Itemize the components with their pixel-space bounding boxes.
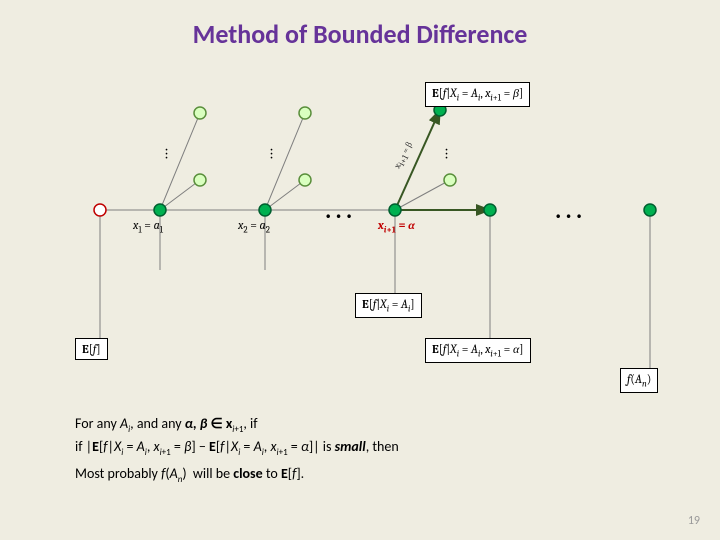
box-ef-alpha: E[f|Xi = Ai, xi+1 = α] — [425, 338, 531, 363]
page-number: 19 — [688, 514, 700, 528]
ellipsis-horizontal: ... — [325, 196, 356, 225]
ellipsis-vertical: ··· — [445, 148, 448, 160]
label-x2: x2 = a2 — [238, 218, 270, 235]
box-ef-beta: E[f|Xi = Ai, xi+1 = β] — [425, 82, 530, 107]
body-line-2: if |E[f|Xi = Ai, xi+1 = β] − E[f|Xi = Ai… — [75, 438, 399, 458]
box-ef: E[f] — [75, 338, 108, 360]
ellipsis-horizontal: ... — [555, 196, 586, 225]
ellipsis-vertical: ··· — [165, 148, 168, 160]
body-line-1: For any Ai, and any α, β ∈ xi+1, if — [75, 415, 258, 435]
box-f-an: f(An) — [620, 368, 658, 393]
label-xi: xi+1 = α — [378, 218, 415, 235]
label-x1: x1 = a1 — [133, 218, 163, 235]
diagram-svg — [0, 0, 720, 400]
box-ef-ai: E[f|Xi = Ai] — [355, 293, 422, 318]
body-line-3: Most probably f(An) will be close to E[f… — [75, 465, 304, 485]
ellipsis-vertical: ··· — [270, 148, 273, 160]
